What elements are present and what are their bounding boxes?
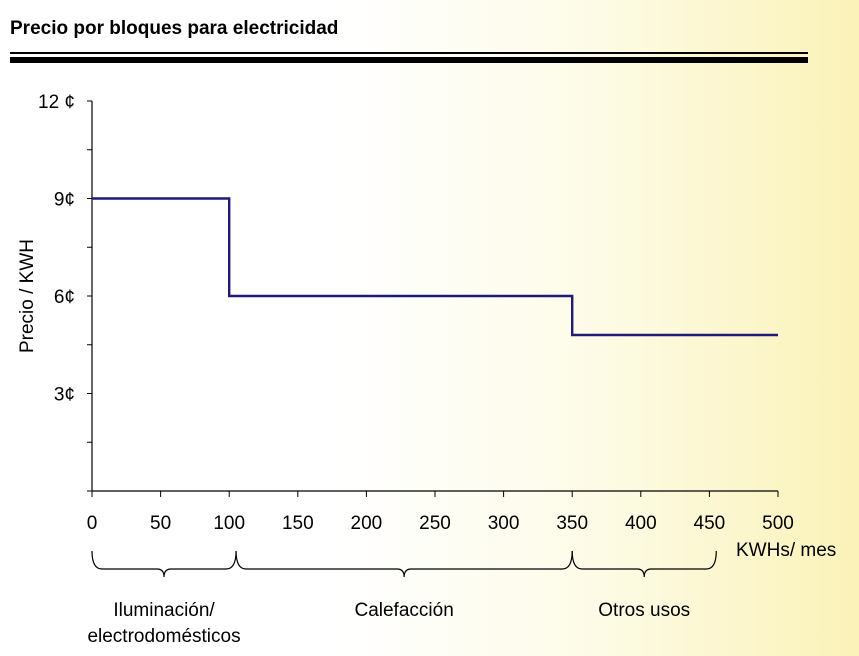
title-rule-thin [10,52,808,54]
block-label: Calefacción [354,600,453,621]
x-axis-label: KWHs/ mes [736,540,836,561]
x-tick-label: 100 [213,513,245,534]
block-brace [91,550,237,578]
x-tick-label: 450 [694,513,726,534]
page-title: Precio por bloques para electricidad [10,18,339,39]
x-tick-label: 250 [419,513,451,534]
x-tick-label: 0 [87,513,98,534]
x-tick-label: 200 [351,513,383,534]
y-tick-label: 9¢ [54,190,75,211]
y-axis-label: Precio / KWH [17,239,38,353]
x-tick-label: 50 [150,513,171,534]
block-brace [571,550,717,578]
y-tick-label: 12 ¢ [38,92,75,113]
x-tick-label: 300 [488,513,520,534]
block-label: Otros usos [598,600,690,621]
y-ticks: 3¢ 6¢ 9¢ 12 ¢ [38,92,92,492]
block-braces: Iluminación/electrodomésticos Calefacción… [87,550,717,647]
y-tick-label: 3¢ [54,385,75,406]
title-rule-thick [10,57,808,63]
block-brace [235,550,573,578]
series [92,197,778,337]
x-tick-label: 350 [556,513,588,534]
x-tick-label: 400 [625,513,657,534]
x-ticks: 0 50 100 150 200 250 300 350 400 450 500 [87,491,794,534]
y-tick-label: 6¢ [54,287,75,308]
block-label-line2: electrodomésticos [87,626,240,647]
x-tick-label: 500 [762,513,794,534]
block-label: Iluminación/ [113,600,215,621]
x-tick-label: 150 [282,513,314,534]
price-step-line [92,197,778,337]
